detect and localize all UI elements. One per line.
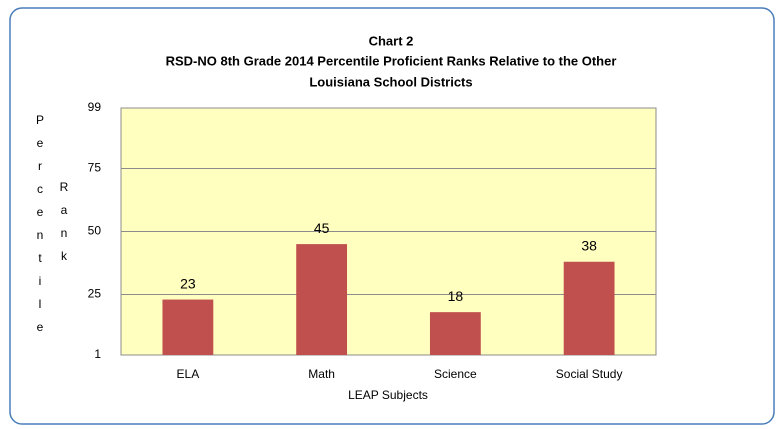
x-axis-label: LEAP Subjects	[348, 388, 428, 402]
y-axis-label: Percentile	[33, 113, 47, 343]
y-axis-label: Rank	[57, 180, 71, 272]
data-label: 23	[180, 275, 196, 291]
data-label: 18	[448, 288, 464, 304]
x-tick-label: Science	[434, 367, 477, 381]
x-tick-label: Math	[308, 367, 335, 381]
y-tick-label: 50	[88, 224, 102, 238]
chart-title: Louisiana School Districts	[309, 74, 472, 89]
y-tick-label: 99	[88, 100, 102, 114]
y-tick-label: 75	[88, 161, 102, 175]
x-tick-label: ELA	[177, 367, 200, 381]
bar	[429, 312, 481, 355]
data-label: 38	[581, 237, 597, 253]
y-tick-label: 1	[94, 347, 101, 361]
data-label: 45	[314, 220, 330, 236]
chart-title: RSD-NO 8th Grade 2014 Percentile Profici…	[166, 53, 617, 68]
chart-title: Chart 2	[369, 33, 414, 48]
bar	[563, 261, 615, 355]
x-tick-label: Social Study	[556, 367, 623, 381]
bar	[162, 299, 214, 355]
y-tick-label: 25	[88, 287, 102, 301]
bar	[296, 244, 348, 355]
